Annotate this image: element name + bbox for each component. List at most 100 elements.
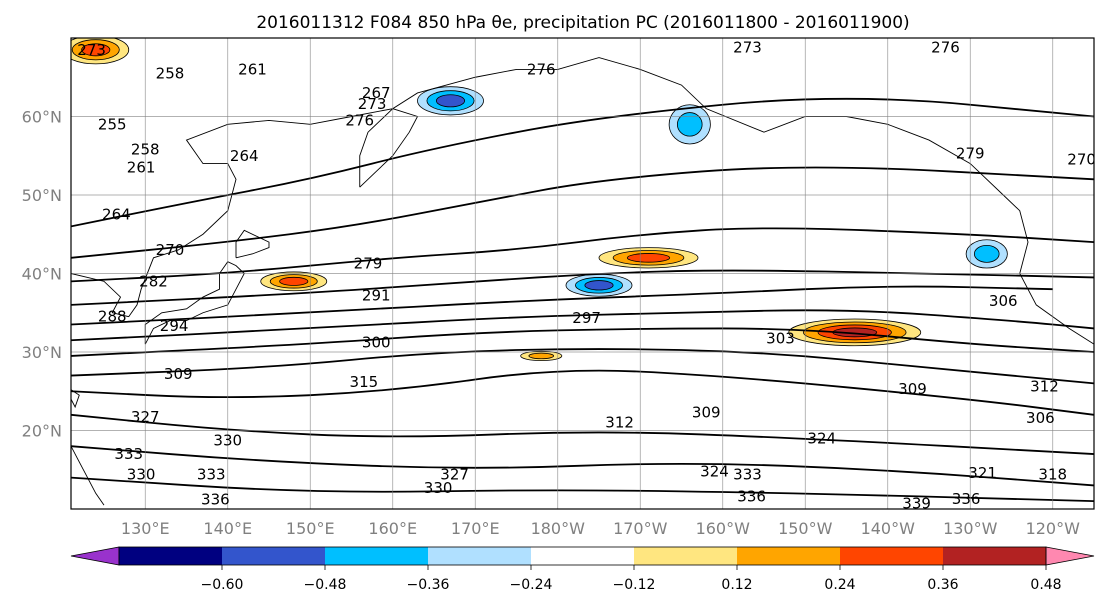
contour-label: 288	[98, 308, 127, 326]
colorbar-box	[943, 547, 1046, 565]
colorbar-tick-label: −0.24	[510, 577, 553, 593]
contour-label: 309	[898, 380, 927, 398]
colorbar-box	[634, 547, 737, 565]
theta-e-contour-line	[71, 309, 1094, 342]
contour-label: 279	[354, 254, 383, 272]
colorbar-tick-label: −0.48	[304, 577, 347, 593]
contour-label: 330	[127, 465, 156, 483]
colorbar-box	[428, 547, 531, 565]
latitude-tick-label: 60°N	[22, 108, 62, 127]
contour-label: 291	[362, 286, 391, 304]
latitude-tick-label: 30°N	[22, 343, 62, 362]
coastline	[235, 229, 270, 259]
contour-label: 330	[424, 479, 453, 497]
contour-label: 318	[1038, 465, 1067, 483]
precip-tropical-positive	[528, 352, 555, 360]
theta-e-contour-line	[71, 476, 1094, 503]
theta-e-contour-line	[71, 348, 1094, 385]
theta-e-contour-line	[71, 445, 1094, 487]
contour-label: 282	[139, 272, 168, 290]
contour-label: 312	[1030, 378, 1059, 396]
colorbar-tick-label: 0.12	[721, 577, 752, 593]
colorbar-tick-label: −0.60	[201, 577, 244, 593]
precip-japan-sea-positive	[279, 276, 309, 286]
contour-label: 270	[1067, 151, 1096, 169]
contour-label: 276	[345, 111, 374, 129]
longitude-tick-label: 150°W	[778, 519, 833, 538]
longitude-tick-label: 160°E	[368, 519, 417, 538]
colorbar-tick-label: 0.48	[1030, 577, 1061, 593]
theta-e-contour-line	[71, 269, 1094, 306]
precipitation-layer	[71, 38, 1008, 362]
longitude-tick-label: 140°W	[861, 519, 916, 538]
precip-central-pacific-front-positive	[626, 253, 671, 263]
theta-e-contour-line	[71, 227, 1094, 283]
precip-nw-corner-positive	[81, 43, 111, 57]
colorbar-tick-label: −0.36	[407, 577, 450, 593]
contour-label: 276	[931, 38, 960, 56]
colorbar-tick-label: −0.12	[613, 577, 656, 593]
contour-label: 321	[968, 464, 997, 482]
contour-label: 264	[230, 147, 259, 165]
precip-central-pacific-negative	[584, 280, 614, 291]
gridlines	[71, 38, 1094, 509]
latitude-ticks: 60°N 50°N 40°N 30°N 20°N	[22, 108, 62, 441]
contour-label: 333	[733, 465, 762, 483]
contour-label: 327	[440, 465, 469, 483]
contour-label: 309	[692, 403, 721, 421]
latitude-tick-label: 40°N	[22, 265, 62, 284]
longitude-tick-label: 170°E	[451, 519, 500, 538]
longitude-tick-label: 170°W	[613, 519, 668, 538]
latitude-tick-label: 20°N	[22, 422, 62, 441]
chart-title: 2016011312 F084 850 hPa θe, precipitatio…	[256, 13, 909, 33]
colorbar-tick-label: 0.24	[824, 577, 855, 593]
contour-label: 333	[114, 445, 143, 463]
colorbar-tick-label: 0.36	[927, 577, 958, 593]
longitude-tick-label: 160°W	[696, 519, 751, 538]
longitude-tick-label: 180°W	[531, 519, 586, 538]
colorbar-box	[737, 547, 840, 565]
colorbar-extend-max	[1045, 546, 1095, 566]
contour-label: 276	[527, 60, 556, 78]
coastline	[71, 57, 1094, 345]
contour-label: 306	[1026, 409, 1055, 427]
longitude-tick-label: 140°E	[203, 519, 252, 538]
colorbar-box	[531, 547, 634, 565]
contour-label: 339	[902, 495, 931, 513]
theta-e-contour-line	[71, 97, 1094, 228]
contour-label: 258	[156, 64, 185, 82]
colorbar-box	[119, 547, 222, 565]
contour-label: 258	[131, 140, 160, 158]
colorbar-box	[222, 547, 325, 565]
contour-label: 315	[350, 373, 379, 391]
contour-label: 336	[952, 490, 981, 508]
colorbar-outline	[118, 546, 1047, 566]
contour-label: 324	[807, 429, 836, 447]
contour-label: 255	[98, 115, 127, 133]
contour-label: 300	[362, 334, 391, 352]
contour-label: 264	[102, 206, 131, 224]
longitude-tick-label: 150°E	[286, 519, 335, 538]
colorbar: −0.60 −0.48 −0.36 −0.24 −0.12 0.12 0.24 0.36 0.4…	[70, 546, 1095, 593]
coastline	[71, 389, 80, 409]
contour-label: 336	[201, 491, 230, 509]
longitude-tick-label: 120°W	[1026, 519, 1081, 538]
contour-label: 273	[358, 95, 387, 113]
contour-label: 270	[156, 241, 185, 259]
contour-label: 267	[362, 84, 391, 102]
colorbar-extend-min	[70, 546, 120, 566]
contour-label: 336	[737, 487, 766, 505]
coastline	[144, 261, 245, 345]
longitude-ticks: 130°E 140°E 150°E 160°E 170°E 180°W 170°W 160°W…	[121, 519, 1080, 538]
contour-label: 324	[700, 462, 729, 480]
longitude-tick-label: 130°E	[121, 519, 170, 538]
theta-e-contour-line	[71, 369, 1094, 416]
contour-label: 273	[733, 38, 762, 56]
contour-label: 312	[605, 414, 634, 432]
colorbar-box	[325, 547, 428, 565]
theta-e-contour-line	[71, 166, 1094, 259]
precip-gulf-negative	[973, 244, 1000, 263]
